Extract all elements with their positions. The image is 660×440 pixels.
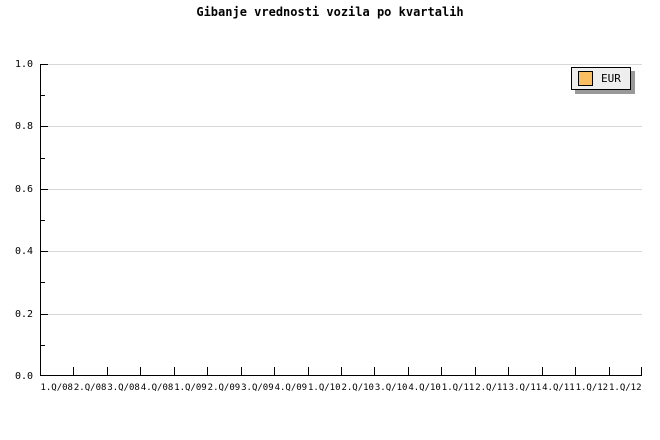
x-axis-label: 3.Q/09 [241, 383, 274, 393]
x-tick [207, 367, 209, 375]
x-axis-label: 4.Q/09 [274, 383, 308, 393]
x-tick [641, 367, 642, 375]
x-axis-label: 2.Q/08 [73, 383, 107, 393]
y-axis-label: 0.4 [14, 246, 33, 258]
y-minor-tick [41, 344, 45, 346]
x-axis-label: 4.Q/10 [408, 383, 441, 393]
x-tick [240, 367, 242, 375]
x-axis-label: 1.Q/10 [308, 383, 341, 393]
x-axis-label: 3.Q/08 [107, 383, 140, 393]
y-gridline [41, 64, 642, 65]
y-gridline [41, 313, 642, 315]
y-minor-tick [41, 220, 45, 221]
y-major-tick [41, 64, 48, 65]
y-minor-tick [41, 95, 45, 97]
x-axis-label: 1.Q/09 [174, 383, 207, 393]
x-axis-label: 2.Q/10 [341, 383, 374, 393]
x-tick [407, 367, 409, 375]
x-tick [341, 367, 342, 375]
plot-area [40, 64, 642, 376]
x-tick [508, 367, 510, 375]
x-axis-label: 1.Q/12 [575, 383, 609, 393]
x-tick [575, 367, 577, 375]
x-axis-label: 1.Q/11 [441, 383, 475, 393]
y-minor-tick [41, 157, 45, 159]
x-tick [274, 367, 276, 375]
x-tick [140, 367, 142, 375]
x-tick [474, 367, 476, 375]
y-major-tick [41, 126, 48, 128]
legend-series-label: EUR [601, 72, 621, 85]
y-major-tick [41, 188, 48, 190]
x-tick [73, 367, 75, 375]
x-axis-label: 2.Q/11 [475, 383, 508, 393]
y-axis-label: 0.0 [14, 371, 33, 382]
x-axis-label: 4.Q/08 [140, 383, 174, 393]
y-major-tick [41, 251, 48, 253]
y-axis-label: 0.8 [14, 121, 33, 133]
x-tick [441, 367, 443, 375]
y-gridline [41, 251, 642, 253]
y-axis-label: 0.2 [14, 308, 33, 320]
y-axis-label: 0.6 [14, 183, 33, 195]
legend-swatch-icon [578, 71, 593, 86]
x-tick [173, 367, 175, 375]
x-axis-label: 1.Q/12 [609, 383, 642, 393]
y-major-tick [41, 375, 48, 376]
y-gridline [41, 126, 642, 128]
x-axis-label: 1.Q/08 [40, 383, 73, 393]
x-tick [374, 367, 376, 375]
x-axis-label: 2.Q/09 [207, 383, 241, 393]
x-tick [608, 367, 610, 375]
x-axis-label: 3.Q/10 [374, 383, 408, 393]
x-tick [307, 367, 309, 375]
y-gridline [41, 188, 642, 190]
x-tick [541, 367, 543, 375]
legend: EUR [571, 67, 631, 90]
x-axis-label: 4.Q/11 [542, 383, 575, 393]
chart-title: Gibanje vrednosti vozila po kvartalih [196, 5, 464, 19]
y-major-tick [41, 313, 48, 315]
x-tick [106, 367, 108, 375]
y-axis-label: 1.0 [14, 59, 33, 70]
x-axis-label: 3.Q/11 [508, 383, 542, 393]
y-minor-tick [41, 282, 45, 284]
